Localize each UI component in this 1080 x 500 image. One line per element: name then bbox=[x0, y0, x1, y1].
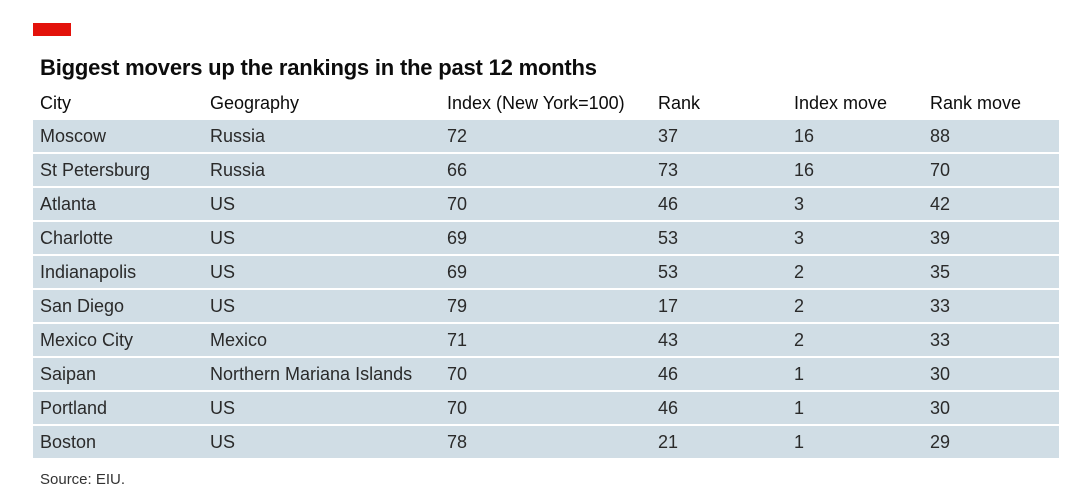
table-header-row: City Geography Index (New York=100) Rank… bbox=[33, 88, 1059, 118]
table-cell: 66 bbox=[440, 154, 651, 186]
table-cell: Saipan bbox=[33, 358, 203, 390]
column-header: Geography bbox=[210, 92, 300, 113]
table-cell: 70 bbox=[440, 358, 651, 390]
table-cell: Atlanta bbox=[33, 188, 203, 220]
table-cell: Mexico bbox=[203, 324, 440, 356]
table-cell: 3 bbox=[787, 188, 923, 220]
table-cell: Portland bbox=[33, 392, 203, 424]
table-cell: 70 bbox=[923, 154, 1059, 186]
table-cell: San Diego bbox=[33, 290, 203, 322]
brand-accent-bar bbox=[33, 23, 71, 36]
table-cell: US bbox=[203, 290, 440, 322]
table-cell: 21 bbox=[651, 426, 787, 458]
table-cell: 42 bbox=[923, 188, 1059, 220]
data-table: City Geography Index (New York=100) Rank… bbox=[33, 86, 1059, 460]
table-cell: US bbox=[203, 188, 440, 220]
table-row: Charlotte US 69 53 3 39 bbox=[33, 222, 1059, 254]
table-cell: 33 bbox=[923, 290, 1059, 322]
table-cell: Mexico City bbox=[33, 324, 203, 356]
table-cell: 88 bbox=[923, 120, 1059, 152]
table-cell: 1 bbox=[787, 426, 923, 458]
table-cell: 46 bbox=[651, 358, 787, 390]
table-cell: US bbox=[203, 222, 440, 254]
table-row: St Petersburg Russia 66 73 16 70 bbox=[33, 154, 1059, 186]
table-cell: US bbox=[203, 256, 440, 288]
table-cell: 1 bbox=[787, 392, 923, 424]
table-row: Boston US 78 21 1 29 bbox=[33, 426, 1059, 458]
table-row: Moscow Russia 72 37 16 88 bbox=[33, 120, 1059, 152]
table-body: Moscow Russia 72 37 16 88 St Petersburg Russia 6… bbox=[33, 120, 1059, 458]
table-cell: US bbox=[203, 426, 440, 458]
table-cell: 16 bbox=[787, 154, 923, 186]
column-header: Index move bbox=[794, 92, 888, 113]
source-note: Source: EIU. bbox=[40, 471, 126, 488]
table-cell: 39 bbox=[923, 222, 1059, 254]
table-cell: Boston bbox=[33, 426, 203, 458]
table-cell: 37 bbox=[651, 120, 787, 152]
table-cell: Moscow bbox=[33, 120, 203, 152]
table-cell: 33 bbox=[923, 324, 1059, 356]
table-cell: US bbox=[203, 392, 440, 424]
table-row: Portland US 70 46 1 30 bbox=[33, 392, 1059, 424]
table-cell: 16 bbox=[787, 120, 923, 152]
table-cell: 70 bbox=[440, 392, 651, 424]
table-cell: 43 bbox=[651, 324, 787, 356]
table-cell: Charlotte bbox=[33, 222, 203, 254]
table-cell: 29 bbox=[923, 426, 1059, 458]
table-cell: 69 bbox=[440, 222, 651, 254]
column-header: Rank move bbox=[930, 92, 1022, 113]
table-row: Saipan Northern Mariana Islands 70 46 1 30 bbox=[33, 358, 1059, 390]
table-cell: 2 bbox=[787, 324, 923, 356]
table-cell: 73 bbox=[651, 154, 787, 186]
table-row: San Diego US 79 17 2 33 bbox=[33, 290, 1059, 322]
table-row: Indianapolis US 69 53 2 35 bbox=[33, 256, 1059, 288]
table-cell: 72 bbox=[440, 120, 651, 152]
table-cell: Russia bbox=[203, 154, 440, 186]
table-cell: St Petersburg bbox=[33, 154, 203, 186]
table-cell: 78 bbox=[440, 426, 651, 458]
column-header: City bbox=[40, 92, 71, 113]
column-header: Rank bbox=[658, 92, 701, 113]
table-row: Atlanta US 70 46 3 42 bbox=[33, 188, 1059, 220]
table-row: Mexico City Mexico 71 43 2 33 bbox=[33, 324, 1059, 356]
table-cell: 2 bbox=[787, 256, 923, 288]
table-cell: 79 bbox=[440, 290, 651, 322]
table-cell: 71 bbox=[440, 324, 651, 356]
table-cell: 2 bbox=[787, 290, 923, 322]
table-cell: 53 bbox=[651, 222, 787, 254]
table-cell: 30 bbox=[923, 392, 1059, 424]
column-header: Index (New York=100) bbox=[447, 92, 625, 113]
table-cell: 3 bbox=[787, 222, 923, 254]
table-cell: 35 bbox=[923, 256, 1059, 288]
table-cell: 53 bbox=[651, 256, 787, 288]
data-table-container: City Geography Index (New York=100) Rank… bbox=[33, 86, 1059, 460]
table-cell: 69 bbox=[440, 256, 651, 288]
table-cell: 17 bbox=[651, 290, 787, 322]
table-cell: 70 bbox=[440, 188, 651, 220]
table-cell: Indianapolis bbox=[33, 256, 203, 288]
table-cell: 1 bbox=[787, 358, 923, 390]
table-cell: Russia bbox=[203, 120, 440, 152]
chart-title: Biggest movers up the rankings in the pa… bbox=[40, 55, 597, 80]
table-cell: Northern Mariana Islands bbox=[203, 358, 440, 390]
table-cell: 46 bbox=[651, 392, 787, 424]
table-cell: 30 bbox=[923, 358, 1059, 390]
table-cell: 46 bbox=[651, 188, 787, 220]
